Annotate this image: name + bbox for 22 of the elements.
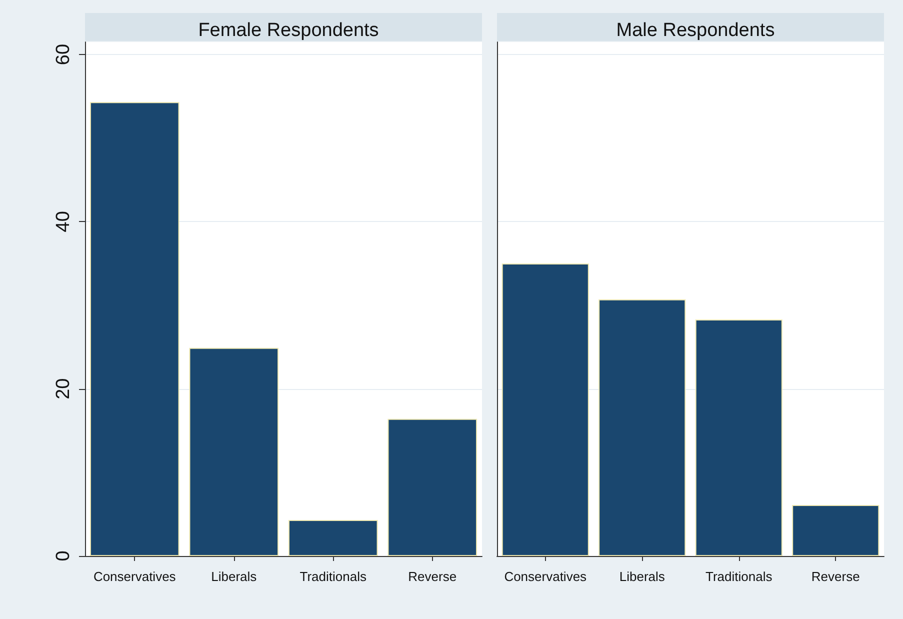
x-tick-label: Traditionals <box>706 569 773 584</box>
chart-title: Female Respondents <box>198 20 379 41</box>
bar <box>792 505 880 556</box>
x-tick-label: Liberals <box>619 569 666 584</box>
y-tick-label: 40 <box>53 211 74 232</box>
chart-title: Male Respondents <box>616 20 775 41</box>
bar <box>388 418 478 556</box>
x-tick-label: Traditionals <box>300 569 367 584</box>
x-tick-label: Reverse <box>811 569 860 584</box>
bar <box>695 319 782 556</box>
y-tick-label: 0 <box>53 550 74 562</box>
y-tick-label: 20 <box>53 378 74 400</box>
bar <box>90 102 180 556</box>
x-tick-label: Conservatives <box>504 569 588 584</box>
x-tick-label: Liberals <box>211 569 258 584</box>
y-tick-label: 60 <box>53 44 74 66</box>
x-tick-label: Reverse <box>408 569 457 584</box>
x-tick-label: Conservatives <box>93 569 176 584</box>
bar <box>598 299 686 556</box>
bar <box>502 263 589 556</box>
bar <box>288 520 378 556</box>
bar <box>189 348 279 556</box>
